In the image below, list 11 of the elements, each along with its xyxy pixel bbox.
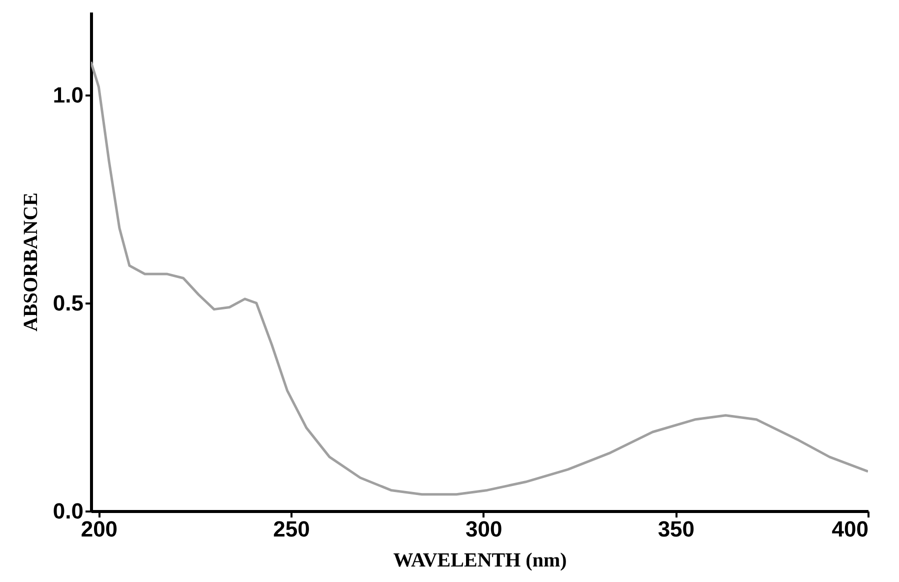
x-tick-label: 250	[273, 516, 310, 542]
x-tick-label: 350	[658, 516, 695, 542]
x-axis-title: WAVELENTH (nm)	[393, 550, 567, 572]
x-tick-label: 200	[80, 516, 118, 542]
line-series	[91, 60, 868, 496]
y-tick-label: 0.5	[52, 290, 84, 316]
y-tick-label: 0.0	[52, 498, 84, 524]
x-tick-label: 400	[832, 516, 868, 542]
y-tick-label: 1.0	[52, 82, 84, 108]
y-axis-title: ABSORBANCE	[20, 192, 42, 332]
x-tick-label: 300	[465, 516, 502, 542]
